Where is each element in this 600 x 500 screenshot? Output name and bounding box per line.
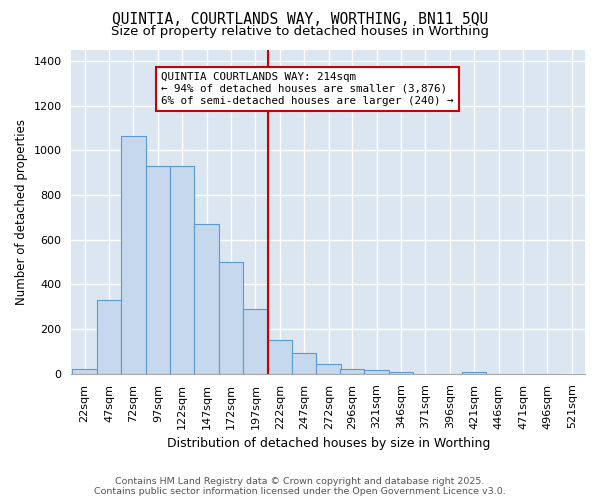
X-axis label: Distribution of detached houses by size in Worthing: Distribution of detached houses by size … xyxy=(167,437,490,450)
Text: Contains HM Land Registry data © Crown copyright and database right 2025.
Contai: Contains HM Land Registry data © Crown c… xyxy=(94,476,506,496)
Bar xyxy=(316,364,341,374)
Bar xyxy=(146,166,170,374)
Text: Size of property relative to detached houses in Worthing: Size of property relative to detached ho… xyxy=(111,25,489,38)
Text: QUINTIA, COURTLANDS WAY, WORTHING, BN11 5QU: QUINTIA, COURTLANDS WAY, WORTHING, BN11 … xyxy=(112,12,488,28)
Y-axis label: Number of detached properties: Number of detached properties xyxy=(15,119,28,305)
Bar xyxy=(364,370,389,374)
Bar xyxy=(194,224,219,374)
Bar xyxy=(243,309,268,374)
Bar xyxy=(340,370,364,374)
Bar xyxy=(462,372,487,374)
Bar xyxy=(97,300,121,374)
Bar xyxy=(170,166,194,374)
Bar xyxy=(121,136,146,374)
Bar xyxy=(389,372,413,374)
Bar xyxy=(292,352,316,374)
Text: QUINTIA COURTLANDS WAY: 214sqm
← 94% of detached houses are smaller (3,876)
6% o: QUINTIA COURTLANDS WAY: 214sqm ← 94% of … xyxy=(161,72,454,106)
Bar xyxy=(268,340,292,374)
Bar xyxy=(73,370,97,374)
Bar xyxy=(219,262,243,374)
